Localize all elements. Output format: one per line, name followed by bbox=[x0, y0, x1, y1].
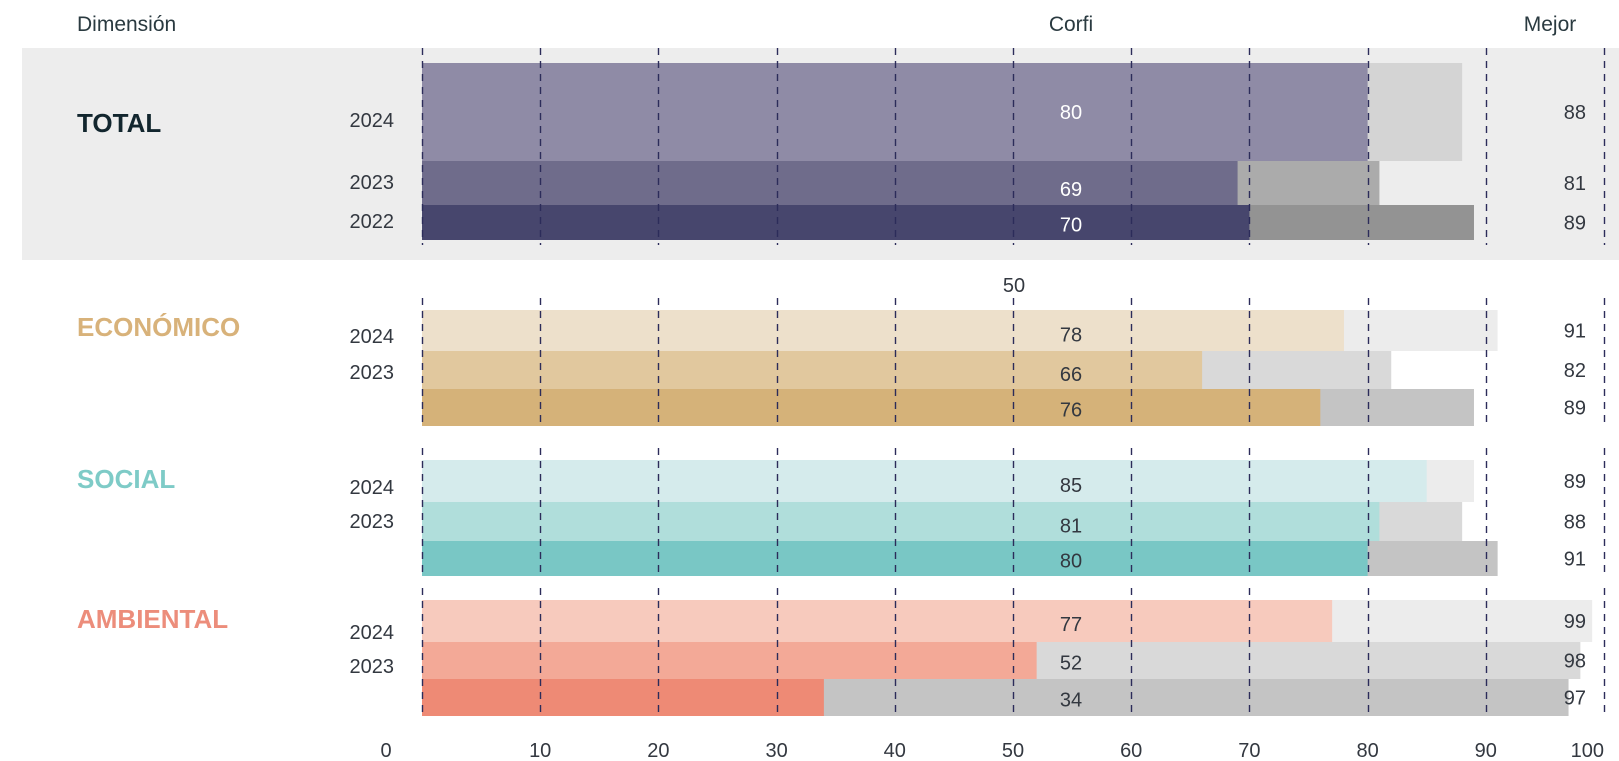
value-label: 66 bbox=[1060, 364, 1082, 386]
labels-layer: TOTAL 80 88 2024 69 81 2023 70 89 2022 ECONÓMICO 78… bbox=[77, 102, 1586, 712]
value-bar bbox=[422, 310, 1344, 351]
best-header: Mejor bbox=[1524, 13, 1577, 36]
value-bar bbox=[422, 600, 1333, 642]
x-tick-label: 90 bbox=[1475, 740, 1497, 761]
x-tick-label: 80 bbox=[1356, 740, 1378, 761]
year-label: 2024 bbox=[350, 477, 395, 499]
year-label: 2022 bbox=[350, 211, 395, 233]
x-tick-label: 50 bbox=[1002, 740, 1024, 761]
best-value-label: 81 bbox=[1564, 173, 1586, 195]
value-bar bbox=[422, 161, 1238, 205]
best-value-label: 82 bbox=[1564, 360, 1586, 382]
stray-fifty-label: 50 bbox=[1003, 275, 1025, 297]
year-label: 2023 bbox=[350, 172, 395, 194]
value-label: 85 bbox=[1060, 475, 1082, 497]
x-tick-label: 70 bbox=[1238, 740, 1260, 761]
value-bar bbox=[422, 460, 1427, 502]
year-label: 2023 bbox=[350, 656, 395, 678]
best-value-label: 91 bbox=[1564, 549, 1586, 571]
dimension-label-1: ECONÓMICO bbox=[77, 312, 240, 342]
value-bar bbox=[422, 205, 1250, 240]
best-value-label: 91 bbox=[1564, 321, 1586, 343]
x-tick-label: 10 bbox=[529, 740, 551, 761]
best-value-label: 89 bbox=[1564, 398, 1586, 420]
value-label: 52 bbox=[1060, 653, 1082, 675]
x-axis-ticks: 0 10 20 30 40 50 60 70 80 90 100 bbox=[380, 740, 1604, 761]
value-label: 70 bbox=[1060, 215, 1082, 237]
best-value-label: 89 bbox=[1564, 471, 1586, 493]
value-label: 80 bbox=[1060, 102, 1082, 124]
dimension-header: Dimensión bbox=[77, 13, 176, 36]
value-bar bbox=[422, 389, 1321, 426]
year-label: 2024 bbox=[350, 326, 395, 348]
x-tick-label: 0 bbox=[380, 740, 391, 761]
value-bar bbox=[422, 642, 1037, 679]
dimension-label-3: AMBIENTAL bbox=[77, 604, 228, 634]
best-value-label: 99 bbox=[1564, 611, 1586, 633]
value-label: 77 bbox=[1060, 614, 1082, 636]
value-label: 80 bbox=[1060, 551, 1082, 573]
best-value-label: 88 bbox=[1564, 512, 1586, 534]
bars-layer bbox=[422, 63, 1593, 716]
x-tick-label: 20 bbox=[647, 740, 669, 761]
year-label: 2023 bbox=[350, 511, 395, 533]
value-bar bbox=[422, 679, 824, 716]
best-value-label: 97 bbox=[1564, 688, 1586, 710]
value-label: 78 bbox=[1060, 325, 1082, 347]
best-value-label: 89 bbox=[1564, 213, 1586, 235]
year-label: 2023 bbox=[350, 362, 395, 384]
dimension-label-2: SOCIAL bbox=[77, 464, 175, 494]
dimension-label-0: TOTAL bbox=[77, 108, 161, 138]
value-bar bbox=[422, 502, 1380, 541]
year-label: 2024 bbox=[350, 110, 395, 132]
x-tick-label: 30 bbox=[765, 740, 787, 761]
x-tick-label: 100 bbox=[1571, 740, 1604, 761]
value-label: 34 bbox=[1060, 690, 1082, 712]
value-label: 76 bbox=[1060, 400, 1082, 422]
x-tick-label: 40 bbox=[884, 740, 906, 761]
grid-lines bbox=[421, 48, 1606, 716]
value-label: 81 bbox=[1060, 516, 1082, 538]
year-label: 2024 bbox=[350, 622, 395, 644]
x-tick-label: 60 bbox=[1120, 740, 1142, 761]
best-value-label: 98 bbox=[1564, 651, 1586, 673]
value-label: 69 bbox=[1060, 179, 1082, 201]
best-value-label: 88 bbox=[1564, 102, 1586, 124]
company-header: Corfi bbox=[1049, 13, 1093, 36]
value-bar bbox=[422, 351, 1203, 389]
